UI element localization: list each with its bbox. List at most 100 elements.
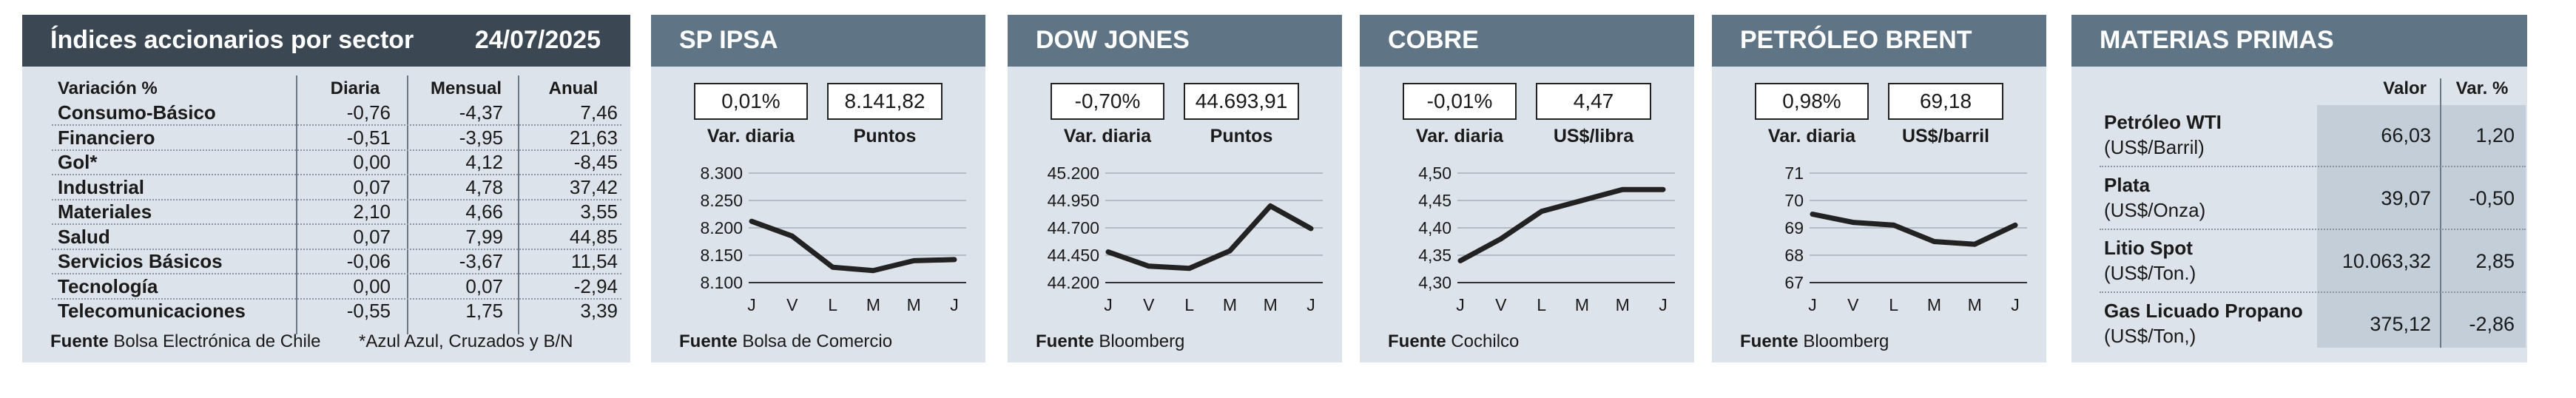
series-line [1457, 186, 1666, 263]
source-text: Bolsa Electrónica de Chile [113, 331, 321, 351]
value-box: 8.141,82 [827, 83, 943, 120]
y-tick-label: 67 [1784, 273, 1804, 292]
daily-change-label: Var. diaria [1415, 126, 1504, 146]
sector-table-header: Índices accionarios por sector 24/07/202… [22, 15, 630, 67]
y-tick-label: 4,50 [1418, 163, 1451, 183]
x-tick-label: V [786, 295, 798, 314]
value-label: Puntos [853, 126, 917, 146]
y-tick-label: 70 [1784, 191, 1804, 210]
row-divider [52, 297, 621, 300]
sector-row-diaria: -0,51 [346, 126, 391, 149]
sector-row-label: Financiero [58, 126, 155, 149]
materias-primas-panel: MATERIAS PRIMAS Valor Var. % Petróleo WT… [2071, 15, 2527, 362]
chart-title: DOW JONES [1036, 26, 1190, 54]
chart-panel-2: COBRE -0,01% 4,47 Var. diaria US$/libra 4,30 4… [1360, 15, 1694, 362]
x-tick-label: M [1968, 295, 1982, 314]
sector-row-label: Servicios Básicos [58, 250, 223, 272]
x-tick-label: M [1927, 295, 1941, 314]
sector-row-diaria: 0,00 [353, 274, 391, 297]
materias-primas-title: MATERIAS PRIMAS [2100, 26, 2334, 54]
sector-row-anual: 7,46 [580, 101, 618, 124]
line-chart: 4,30 4,35 4,40 4,45 4,50 J V L M M J [1418, 163, 1675, 314]
daily-change-label: Var. diaria [707, 126, 795, 146]
sector-table-date: 24/07/2025 [474, 26, 601, 54]
value-box: 69,18 [1888, 83, 2003, 120]
sector-row-mensual: 1,75 [465, 300, 503, 322]
series-line [1105, 203, 1314, 271]
row-divider [52, 248, 621, 250]
x-tick-label: L [1537, 295, 1546, 314]
x-tick-label: L [828, 295, 837, 314]
chart-header: COBRE [1360, 15, 1694, 67]
sector-row-anual: 11,54 [570, 250, 618, 272]
sector-row-mensual: -3,67 [459, 250, 503, 272]
y-tick-label: 44.200 [1048, 273, 1099, 292]
x-tick-label: L [1889, 295, 1898, 314]
chart-title: SP IPSA [679, 26, 778, 54]
source-text: Bloomberg [1099, 331, 1185, 351]
sector-row-anual: 3,55 [580, 200, 618, 223]
y-tick-label: 45.200 [1048, 163, 1099, 183]
value-box: 44.693,91 [1184, 83, 1299, 120]
source-label: Fuente [679, 331, 738, 351]
daily-change-box: -0,70% [1051, 83, 1164, 120]
row-divider [52, 273, 621, 274]
column-divider [296, 75, 297, 334]
x-tick-label: J [1808, 295, 1817, 314]
y-tick-label: 4,30 [1418, 273, 1451, 292]
commodity-value: 39,07 [2381, 187, 2431, 209]
row-divider [52, 223, 621, 225]
sector-table-title: Índices accionarios por sector [50, 26, 414, 54]
x-tick-label: M [1223, 295, 1237, 314]
commodity-name: Petróleo WTI [2104, 111, 2222, 133]
column-header-anual: Anual [548, 78, 599, 98]
x-tick-label: L [1184, 295, 1194, 314]
y-tick-label: 8.100 [700, 273, 743, 292]
commodity-change: -2,86 [2469, 313, 2515, 335]
sector-row-diaria: -0,06 [346, 250, 391, 272]
commodity-change: 2,85 [2475, 250, 2515, 272]
source-label: Fuente [1036, 331, 1094, 351]
x-tick-label: J [950, 295, 959, 314]
source-label: Fuente [1388, 331, 1446, 351]
commodity-unit: (US$/Ton.) [2104, 262, 2196, 284]
commodity-value: 66,03 [2381, 124, 2431, 146]
x-tick-label: V [1847, 295, 1859, 314]
row-divider [2100, 166, 2526, 167]
daily-change-label: Var. diaria [1767, 126, 1856, 146]
x-tick-label: V [1143, 295, 1155, 314]
sector-row-label: Tecnología [58, 274, 158, 297]
value-label: US$/barril [1901, 126, 1990, 146]
commodity-name: Litio Spot [2104, 237, 2193, 259]
sector-row-diaria: 0,07 [353, 175, 391, 198]
sector-row-mensual: 7,99 [465, 225, 503, 248]
value-label: Puntos [1210, 126, 1273, 146]
sector-row-mensual: 4,66 [465, 200, 503, 223]
column-divider [407, 75, 408, 334]
daily-change-box: 0,01% [694, 83, 808, 120]
commodity-unit: (US$/Ton,) [2104, 325, 2196, 347]
chart-source: Fuente Bloomberg [1036, 331, 1184, 352]
sector-row-mensual: 0,07 [465, 274, 503, 297]
commodity-change: -0,50 [2469, 187, 2515, 209]
sector-row-diaria: -0,76 [346, 101, 391, 124]
commodity-unit: (US$/Barril) [2104, 136, 2205, 158]
sector-row-mensual: -4,37 [459, 101, 503, 124]
y-tick-label: 44.700 [1048, 218, 1099, 237]
commodity-value: 10.063,32 [2341, 250, 2431, 272]
x-tick-label: J [1659, 295, 1668, 314]
line-chart: 8.100 8.150 8.200 8.250 8.300 J V L M M J [700, 163, 966, 314]
column-header-var: Var. % [2455, 78, 2509, 98]
source-label: Fuente [50, 331, 109, 351]
y-tick-label: 44.450 [1048, 246, 1099, 265]
y-tick-label: 4,35 [1418, 246, 1451, 265]
sector-row-diaria: 0,00 [353, 151, 391, 173]
row-divider [2100, 291, 2526, 293]
chart-source: Fuente Bloomberg [1740, 331, 1889, 352]
chart-panel-0: SP IPSA 0,01% 8.141,82 Var. diaria Puntos 8.1… [651, 15, 985, 362]
y-tick-label: 8.300 [700, 163, 743, 183]
sector-row-diaria: 2,10 [353, 200, 391, 223]
chart-panel-3: PETRÓLEO BRENT 0,98% 69,18 Var. diaria US$/b… [1712, 15, 2046, 362]
sector-source: Fuente Bolsa Electrónica de Chile [50, 331, 321, 352]
x-tick-label: J [747, 295, 756, 314]
